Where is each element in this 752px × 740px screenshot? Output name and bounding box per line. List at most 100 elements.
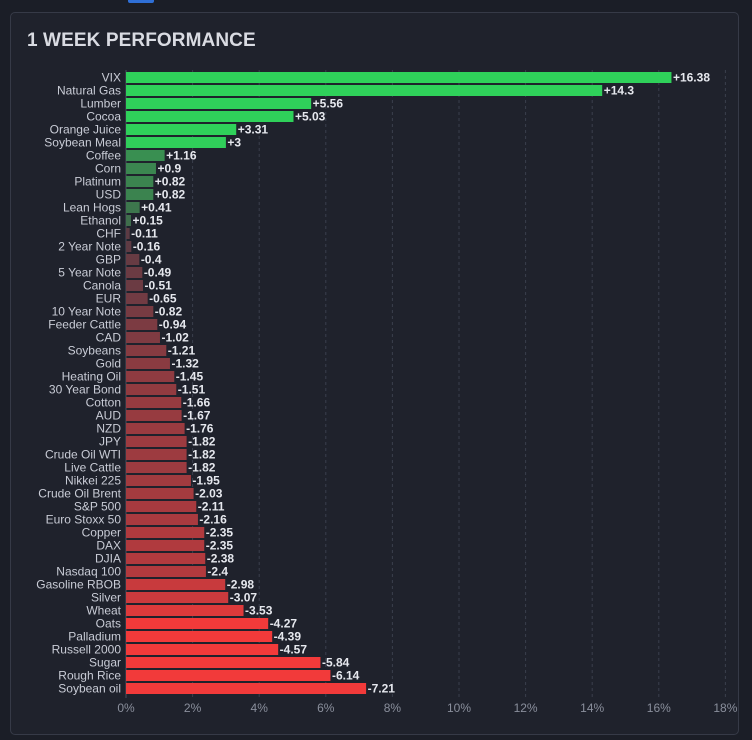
- bar[interactable]: [126, 111, 294, 122]
- value-label: -0.16: [133, 240, 161, 254]
- value-label: -0.11: [131, 227, 158, 241]
- bar[interactable]: [126, 475, 191, 486]
- bar[interactable]: [126, 228, 130, 239]
- tick-layer: 0% 2% 4% 6% 8% 10% 12% 14% 16% 18%: [117, 701, 737, 715]
- category-label: Sugar: [89, 656, 121, 670]
- bar[interactable]: [126, 384, 177, 395]
- bar[interactable]: [126, 514, 198, 525]
- category-label: Copper: [82, 526, 121, 540]
- x-tick-label: 14%: [580, 701, 604, 715]
- category-label: Lean Hogs: [63, 201, 121, 215]
- value-label: -1.82: [188, 448, 216, 462]
- bar[interactable]: [126, 605, 244, 616]
- bar[interactable]: [126, 579, 226, 590]
- bar[interactable]: [126, 553, 206, 564]
- bar[interactable]: [126, 527, 205, 538]
- category-label: 5 Year Note: [58, 266, 121, 280]
- bar[interactable]: [126, 397, 182, 408]
- bar[interactable]: [126, 280, 143, 291]
- value-label: -3.53: [245, 604, 273, 618]
- bar[interactable]: [126, 683, 367, 694]
- bar[interactable]: [126, 215, 131, 226]
- value-label: -4.39: [274, 630, 302, 644]
- value-label: +0.82: [155, 175, 186, 189]
- bar[interactable]: [126, 618, 269, 629]
- value-label: -1.45: [176, 370, 204, 384]
- bar[interactable]: [126, 657, 321, 668]
- bar[interactable]: [126, 319, 158, 330]
- category-label: CAD: [96, 331, 122, 345]
- category-label: CHF: [96, 227, 121, 241]
- category-label: Gold: [96, 357, 121, 371]
- bar[interactable]: [126, 540, 205, 551]
- value-label: -2.4: [207, 565, 228, 579]
- bar[interactable]: [126, 163, 156, 174]
- value-label: +3.31: [238, 123, 269, 137]
- bar[interactable]: [126, 85, 603, 96]
- bar[interactable]: [126, 293, 148, 304]
- category-label: AUD: [96, 409, 122, 423]
- bar[interactable]: [126, 358, 170, 369]
- bar[interactable]: [126, 592, 229, 603]
- category-label: VIX: [102, 71, 121, 85]
- bar[interactable]: [126, 124, 237, 135]
- category-label: Crude Oil WTI: [45, 448, 121, 462]
- value-label: +0.82: [155, 188, 186, 202]
- category-label: Nikkei 225: [65, 474, 121, 488]
- bar[interactable]: [126, 72, 672, 83]
- bar[interactable]: [126, 98, 312, 109]
- category-label: Gasoline RBOB: [36, 578, 121, 592]
- bar[interactable]: [126, 670, 331, 681]
- bar[interactable]: [126, 345, 167, 356]
- value-label: -1.76: [186, 422, 214, 436]
- value-label: +5.56: [313, 97, 344, 111]
- bar[interactable]: [126, 501, 197, 512]
- bar[interactable]: [126, 267, 143, 278]
- value-label: -1.82: [188, 435, 216, 449]
- value-label: +16.38: [673, 71, 710, 85]
- category-label: Corn: [95, 162, 121, 176]
- bar[interactable]: [126, 137, 226, 148]
- x-tick-label: 8%: [384, 701, 402, 715]
- category-label: EUR: [96, 292, 122, 306]
- bar-layer: [126, 72, 672, 694]
- bar[interactable]: [126, 189, 154, 200]
- bar[interactable]: [126, 644, 279, 655]
- bar[interactable]: [126, 371, 175, 382]
- value-label: -2.16: [199, 513, 227, 527]
- bar[interactable]: [126, 176, 154, 187]
- bar[interactable]: [126, 566, 206, 577]
- category-label: Cocoa: [86, 110, 121, 124]
- bar[interactable]: [126, 332, 160, 343]
- bar[interactable]: [126, 241, 132, 252]
- bar[interactable]: [126, 306, 154, 317]
- value-label: +14.3: [604, 84, 635, 98]
- bar[interactable]: [126, 631, 273, 642]
- value-label: +0.9: [157, 162, 181, 176]
- x-tick-label: 10%: [447, 701, 471, 715]
- bar[interactable]: [126, 423, 185, 434]
- category-label: Coffee: [86, 149, 121, 163]
- category-label: DJIA: [95, 552, 121, 566]
- value-label: -2.35: [206, 526, 234, 540]
- bar[interactable]: [126, 436, 187, 447]
- bar[interactable]: [126, 462, 187, 473]
- category-label: Nasdaq 100: [56, 565, 121, 579]
- category-label: Soybeans: [68, 344, 121, 358]
- bar[interactable]: [126, 150, 165, 161]
- bar[interactable]: [126, 410, 182, 421]
- x-tick-label: 18%: [713, 701, 737, 715]
- value-label: -3.07: [230, 591, 258, 605]
- bar[interactable]: [126, 202, 140, 213]
- value-label: -0.49: [144, 266, 172, 280]
- value-label: -2.35: [206, 539, 234, 553]
- bar[interactable]: [126, 449, 187, 460]
- bar[interactable]: [126, 254, 140, 265]
- bar[interactable]: [126, 488, 194, 499]
- x-tick-label: 6%: [317, 701, 335, 715]
- value-label: -0.51: [144, 279, 172, 293]
- value-label: -1.32: [171, 357, 199, 371]
- value-label: -1.21: [168, 344, 196, 358]
- value-label: -7.21: [368, 682, 396, 696]
